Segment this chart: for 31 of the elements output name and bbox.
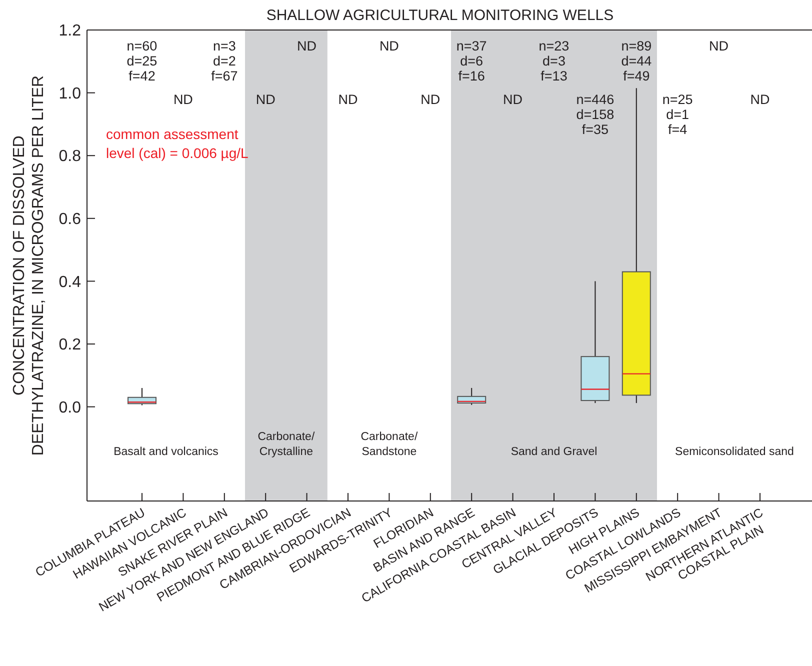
annotation: n=60 d=25 f=42 [126,38,158,84]
y-tick-label: 0.4 [58,274,82,291]
annotation: Semiconsolidated sand [675,446,794,458]
annotation: n=23 d=3 f=13 [538,38,570,84]
y-tick-label: 0.8 [58,148,82,166]
annotation: n=89 d=44 f=49 [621,38,652,84]
chart-title: SHALLOW AGRICULTURAL MONITORING WELLS [266,7,614,24]
y-tick-label: 0.2 [58,336,82,354]
annotation: Basalt and volcanics [114,446,219,458]
band-label: Carbonate/ Crystalline [258,431,316,458]
annotation: ND [338,92,358,107]
annotation: ND [750,92,770,107]
annotation: Carbonate/ Sandstone [360,431,418,458]
band-label: Sand and Gravel [510,446,598,458]
y-tick-label: 0.6 [58,211,82,228]
annotation: ND [297,38,317,54]
y-axis-title: CONCENTRATION OF DISSOLVED DEETHYLATRAZINE, IN MICROGRAMS PER LITER [11,75,47,456]
y-tick-label: 0.0 [58,399,82,416]
annotation: ND [256,92,276,107]
annotation: ND [173,92,194,107]
annotation: n=25 d=1 f=4 [662,92,693,137]
annotation: ND [420,92,440,107]
y-tick-label: 1.0 [58,85,82,102]
annotation: ND [709,38,729,54]
annotation: ND [503,92,523,107]
annotation: ND [379,38,400,54]
annotation: n=3 d=2 f=67 [211,38,238,84]
y-tick-label: 1.2 [58,22,82,40]
annotation: common assessment level (cal) = 0.006 µg/L [106,126,249,161]
annotation: n=446 d=158 f=35 [576,92,614,137]
annotation: n=37 d=6 f=16 [456,38,487,84]
